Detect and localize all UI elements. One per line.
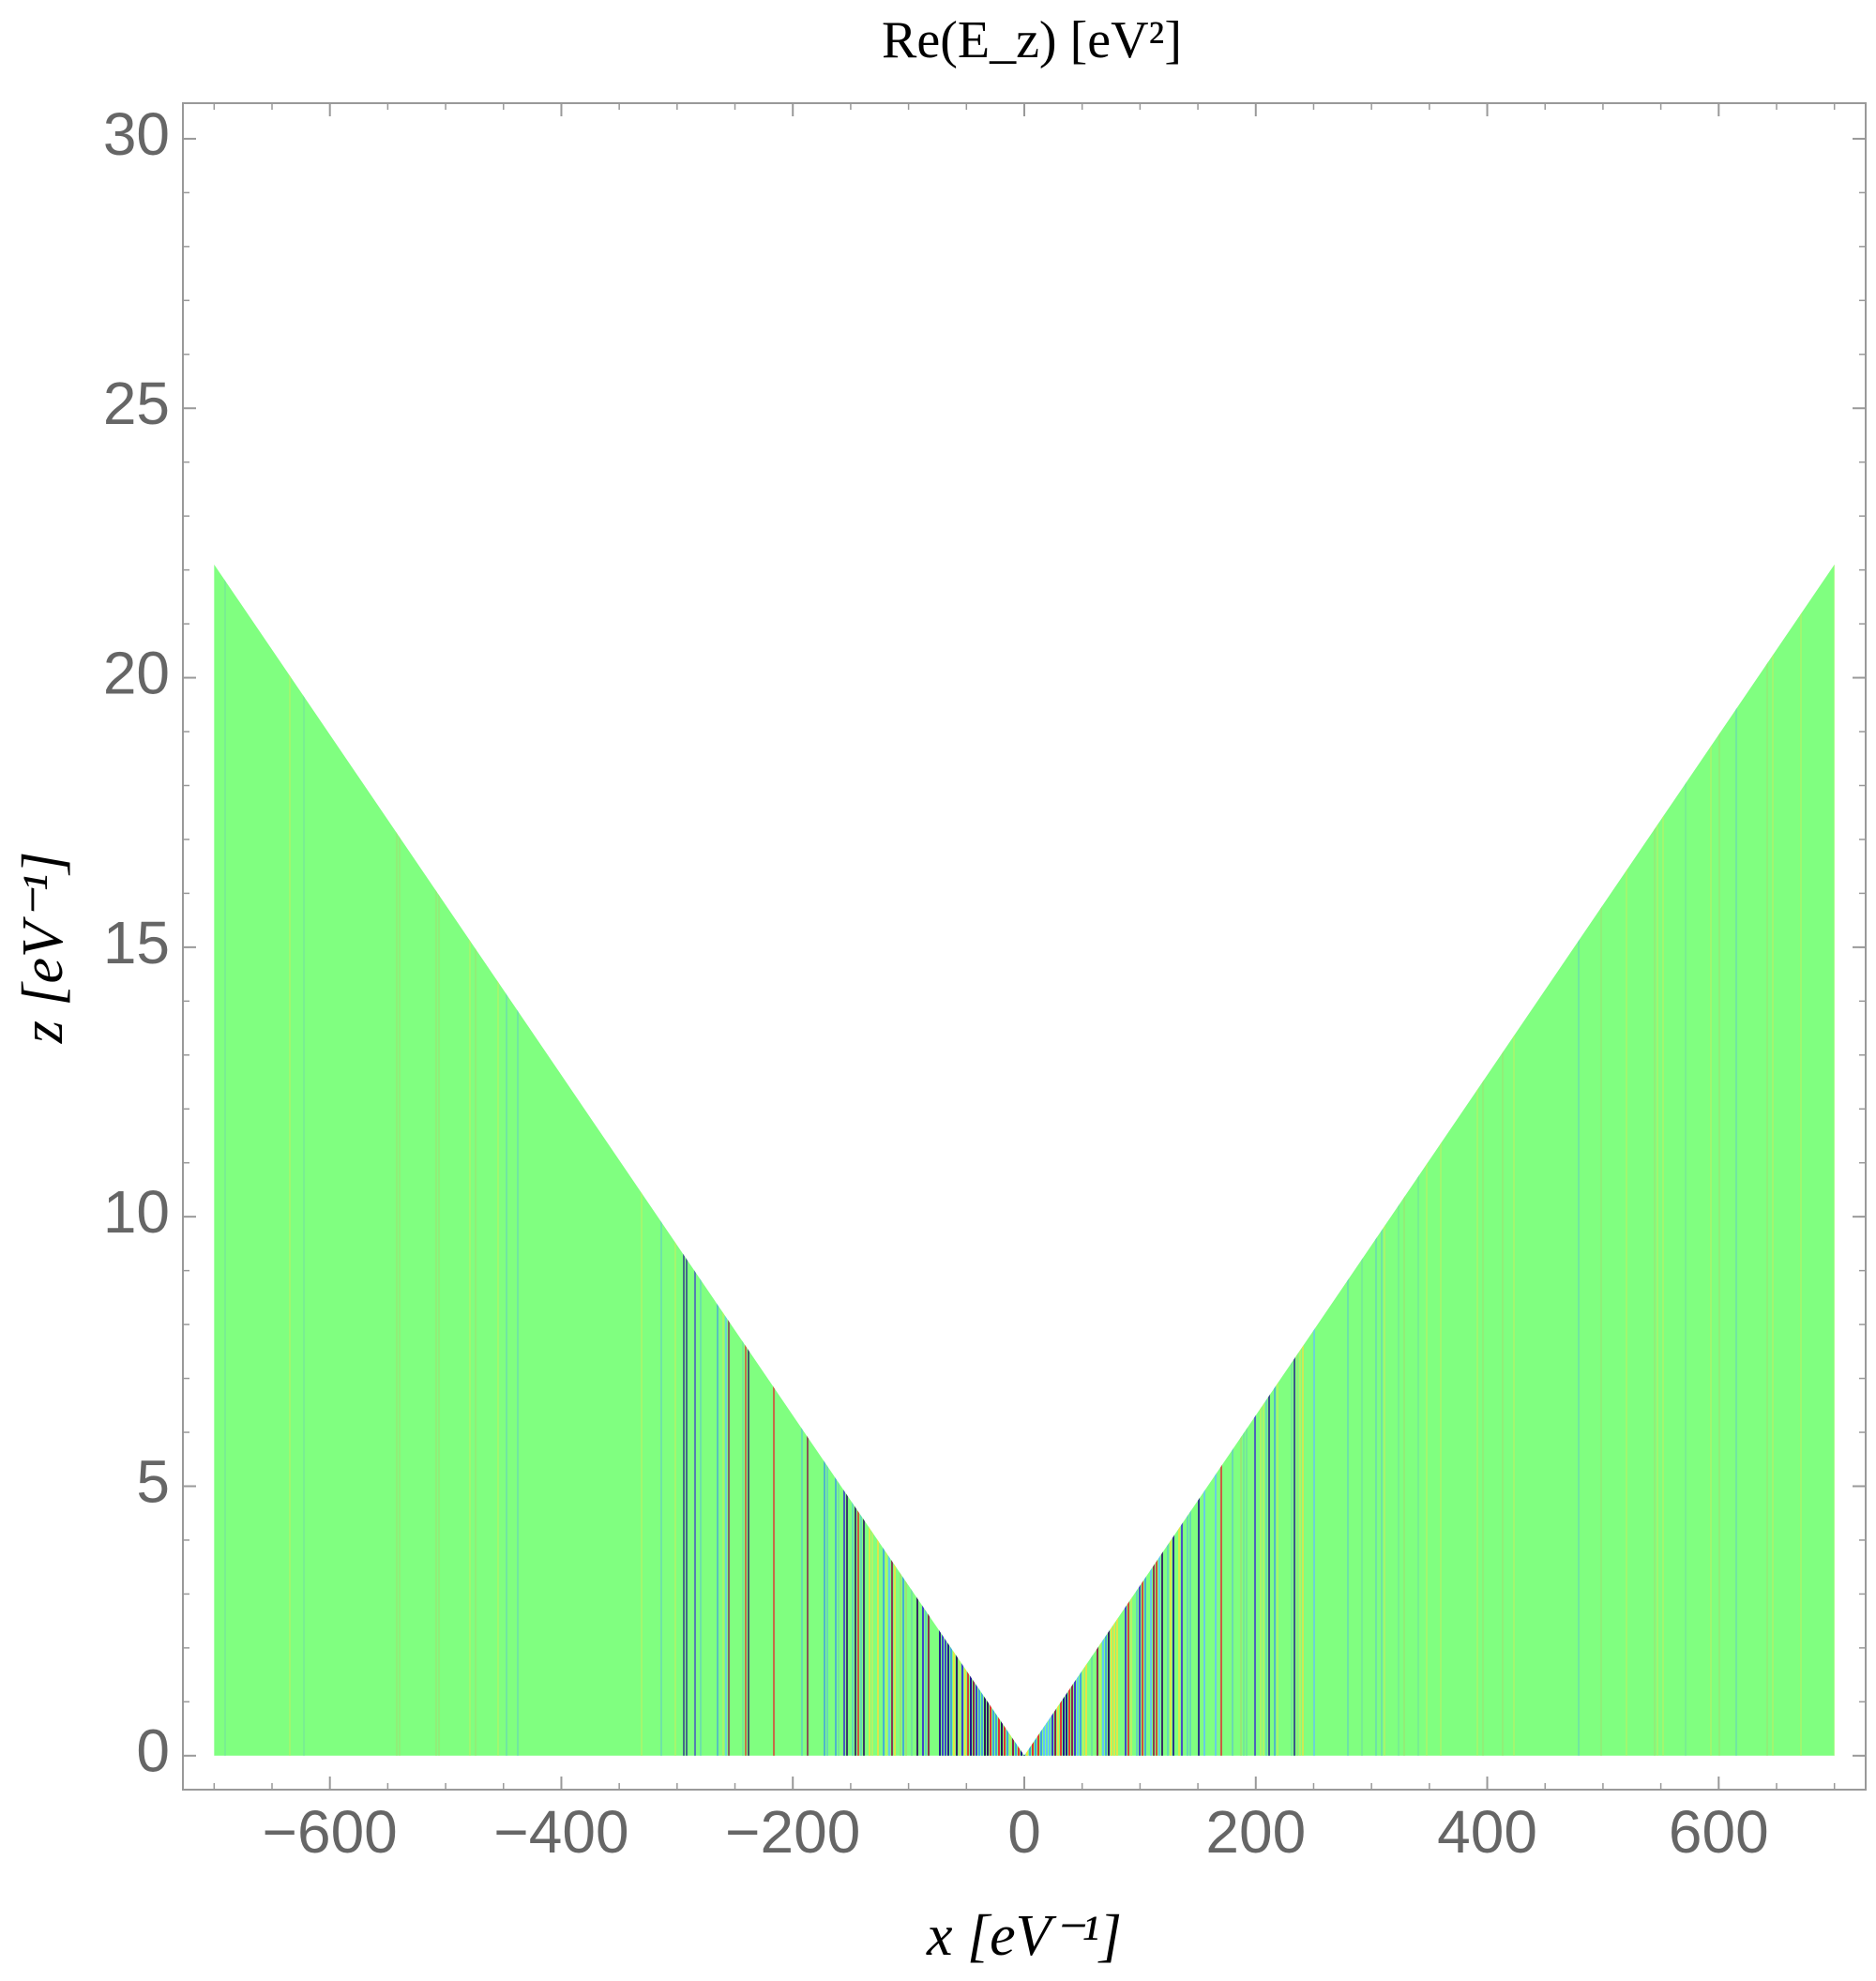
x-tick-label: 200 bbox=[1205, 1798, 1306, 1866]
x-tick-label: 600 bbox=[1669, 1798, 1769, 1866]
y-tick-label: 20 bbox=[103, 639, 170, 706]
y-tick-label: 25 bbox=[103, 370, 170, 437]
y-tick-label: 15 bbox=[103, 909, 170, 976]
x-tick-label: −400 bbox=[493, 1798, 628, 1866]
x-tick-label: −200 bbox=[725, 1798, 860, 1866]
chart-title: Re(E_z) [eV²] bbox=[882, 11, 1182, 69]
x-axis-label: x [eV⁻¹] bbox=[926, 1904, 1122, 1968]
y-axis-label: z [eV⁻¹] bbox=[11, 852, 75, 1045]
density-region bbox=[214, 564, 1835, 1756]
x-tick-label: 0 bbox=[1007, 1798, 1041, 1866]
y-tick-label: 10 bbox=[103, 1178, 170, 1246]
x-tick-label: −600 bbox=[263, 1798, 398, 1866]
y-tick-label: 0 bbox=[136, 1717, 170, 1785]
x-tick-label: 400 bbox=[1437, 1798, 1537, 1866]
y-tick-label: 30 bbox=[103, 100, 170, 168]
y-tick-label: 5 bbox=[136, 1447, 170, 1515]
